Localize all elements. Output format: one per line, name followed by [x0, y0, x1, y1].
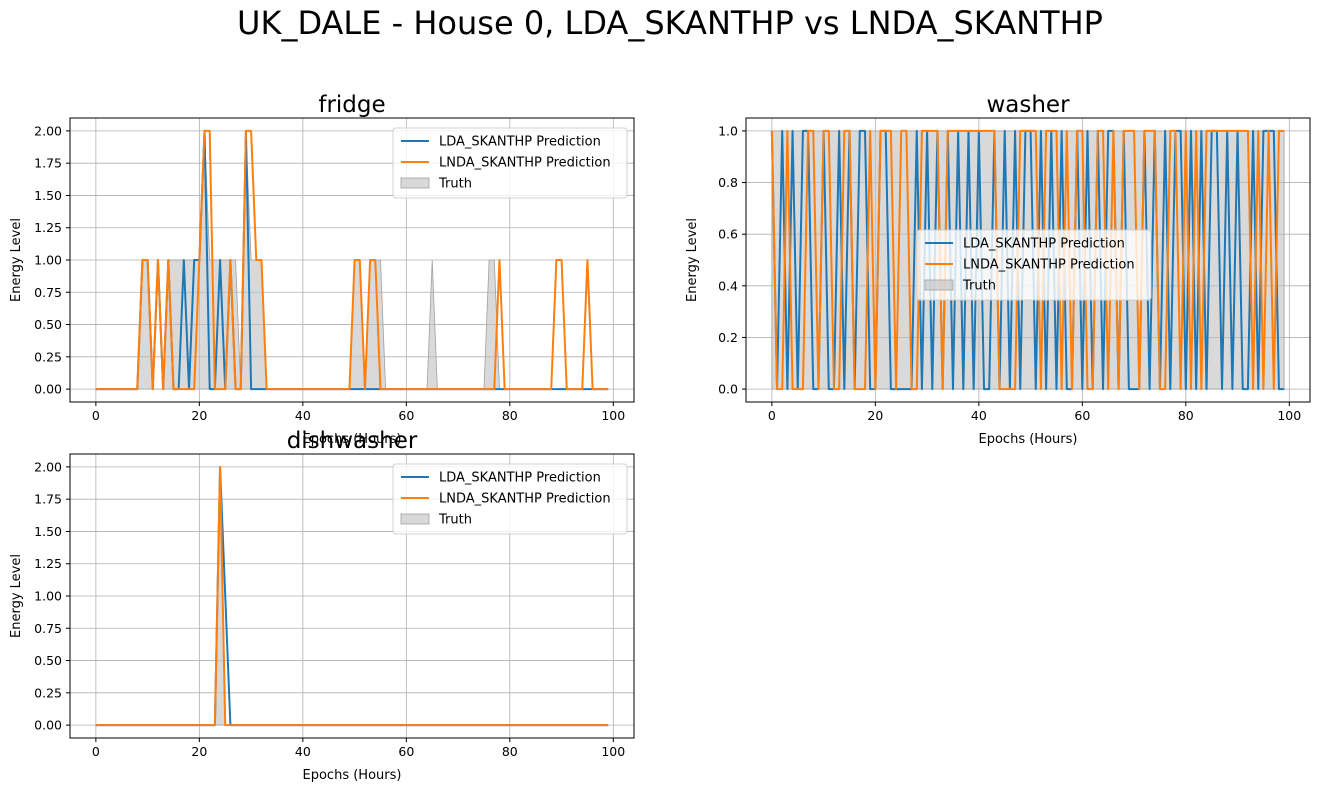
x-tick-label: 60 [398, 744, 414, 759]
y-tick-label: 0.75 [34, 621, 62, 636]
legend-box [916, 229, 1152, 301]
y-tick-label: 0.25 [34, 349, 62, 364]
legend-entry: Truth [438, 513, 472, 528]
x-axis-label: Epochs (Hours) [303, 432, 402, 447]
legend: LDA_SKANTHP Prediction LNDA_SKANTHP Predi… [392, 463, 628, 535]
y-tick-label: 0.2 [718, 330, 738, 345]
y-tick-label: 1.0 [718, 123, 738, 138]
legend-entry: LDA_SKANTHP Prediction [439, 135, 601, 150]
x-tick-label: 40 [971, 408, 987, 423]
legend-box [392, 463, 628, 535]
legend-truth-swatch [400, 177, 430, 189]
lnda-prediction-line [770, 129, 1285, 391]
legend-truth-swatch [400, 513, 430, 525]
legend-entry: LNDA_SKANTHP Prediction [439, 492, 611, 507]
x-axis-label: Epochs (Hours) [303, 768, 402, 783]
figure-title: UK_DALE - House 0, LDA_SKANTHP vs LNDA_S… [237, 4, 1103, 42]
y-axis-label: Energy Level [9, 554, 24, 638]
x-tick-label: 60 [1074, 408, 1090, 423]
y-tick-label: 2.00 [34, 123, 62, 138]
y-tick-label: 0.0 [718, 382, 738, 397]
y-tick-label: 1.50 [34, 524, 62, 539]
x-tick-label: 20 [191, 744, 207, 759]
x-tick-label: 100 [601, 408, 625, 423]
x-tick-label: 80 [502, 408, 518, 423]
chart-title: fridge [318, 92, 385, 118]
axes-frame [745, 117, 1311, 403]
y-tick-label: 1.25 [34, 556, 62, 571]
y-tick-label: 1.50 [34, 188, 62, 203]
y-axis-label: Energy Level [9, 218, 24, 302]
chart-panels: 0 20 40 60 80 1000.000.250.500.751.001.251.50… [9, 92, 1311, 783]
legend-entry: LNDA_SKANTHP Prediction [439, 156, 611, 171]
y-axis-label: Energy Level [685, 218, 700, 302]
chart-fridge: 0 20 40 60 80 100 0.00 0.25 0.50 0.75 1.00 1.25 1.50… [9, 92, 635, 447]
x-tick-label: 20 [191, 408, 207, 423]
x-tick-label: 0 [92, 408, 100, 423]
chart-dishwasher: 0 20 40 60 80 100 0.00 0.25 0.50 0.75 1.00 1.25 1.50… [9, 428, 635, 783]
legend-entry: LDA_SKANTHP Prediction [963, 237, 1125, 252]
y-tick-label: 0.4 [718, 278, 738, 293]
y-tick-label: 0.6 [718, 227, 738, 242]
y-tick-label: 0.50 [34, 653, 62, 668]
chart-washer: 0 20 40 60 80 100 0.0 0.2 0.4 0.6 0.8 1.0 Epochs (Ho… [685, 92, 1311, 447]
legend-entry: Truth [438, 177, 472, 192]
x-tick-label: 20 [867, 408, 883, 423]
x-tick-label: 80 [1178, 408, 1194, 423]
chart-title: washer [986, 92, 1070, 118]
legend: LDA_SKANTHP Prediction LNDA_SKANTHP Predi… [392, 127, 628, 199]
y-tick-label: 2.00 [34, 459, 62, 474]
lnda-prediction-line [95, 129, 609, 391]
legend-truth-swatch [924, 279, 954, 291]
x-axis-label: Epochs (Hours) [979, 432, 1078, 447]
legend: LDA_SKANTHP Prediction LNDA_SKANTHP Predi… [916, 229, 1152, 301]
x-tick-label: 100 [601, 744, 625, 759]
y-tick-label: 0.00 [34, 382, 62, 397]
y-tick-label: 0.25 [34, 685, 62, 700]
x-tick-label: 100 [1277, 408, 1301, 423]
y-tick-label: 0.8 [718, 175, 738, 190]
x-tick-label: 60 [398, 408, 414, 423]
legend-entry: LDA_SKANTHP Prediction [439, 471, 601, 486]
y-tick-label: 0.50 [34, 317, 62, 332]
y-tick-label: 0.75 [34, 285, 62, 300]
y-tick-label: 1.75 [34, 492, 62, 507]
legend-box [392, 127, 628, 199]
x-tick-label: 40 [295, 744, 311, 759]
x-tick-label: 0 [768, 408, 776, 423]
y-tick-label: 1.00 [34, 589, 62, 604]
y-tick-label: 1.25 [34, 220, 62, 235]
legend-entry: LNDA_SKANTHP Prediction [963, 258, 1135, 273]
x-tick-label: 40 [295, 408, 311, 423]
chart-title: dishwasher [287, 428, 418, 454]
y-tick-label: 1.00 [34, 253, 62, 268]
x-tick-label: 80 [502, 744, 518, 759]
legend-entry: Truth [962, 279, 996, 294]
lnda-prediction-line [95, 465, 609, 727]
x-tick-label: 0 [92, 744, 100, 759]
y-tick-label: 1.75 [34, 156, 62, 171]
y-tick-label: 0.00 [34, 718, 62, 733]
